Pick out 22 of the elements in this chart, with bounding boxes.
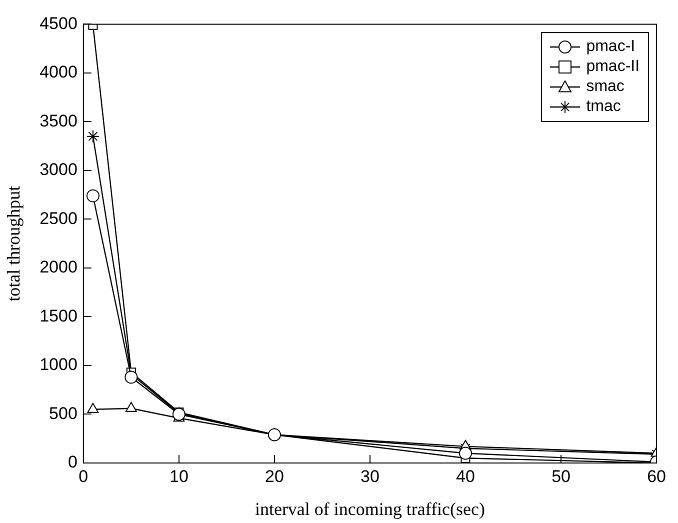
y-tick-label: 4000 [40, 62, 78, 82]
y-tick-label: 4500 [40, 14, 78, 33]
legend-label: smac [586, 78, 624, 96]
y-tick-label: 3500 [40, 111, 78, 130]
y-tick-label: 500 [49, 404, 78, 423]
x-tick-label: 60 [647, 466, 666, 486]
y-tick-label: 3000 [40, 160, 78, 180]
x-tick-label: 10 [169, 466, 188, 486]
y-tick-label: 1500 [40, 306, 78, 326]
legend-label: pmac-II [586, 58, 640, 76]
legend-label: tmac [586, 98, 621, 116]
y-tick-label: 0 [68, 452, 78, 472]
y-axis-title: total throughput [4, 186, 24, 302]
x-tick-label: 40 [456, 466, 475, 486]
x-tick-label: 20 [265, 466, 284, 486]
x-tick-label: 30 [360, 466, 380, 486]
x-tick-label: 50 [552, 466, 570, 486]
y-tick-label: 2000 [40, 258, 78, 277]
legend-label: pmac-I [586, 38, 636, 56]
y-tick-label: 2500 [40, 208, 78, 228]
y-tick-label: 1000 [40, 355, 78, 374]
x-axis-title: interval of incoming traffic(sec) [254, 498, 486, 519]
